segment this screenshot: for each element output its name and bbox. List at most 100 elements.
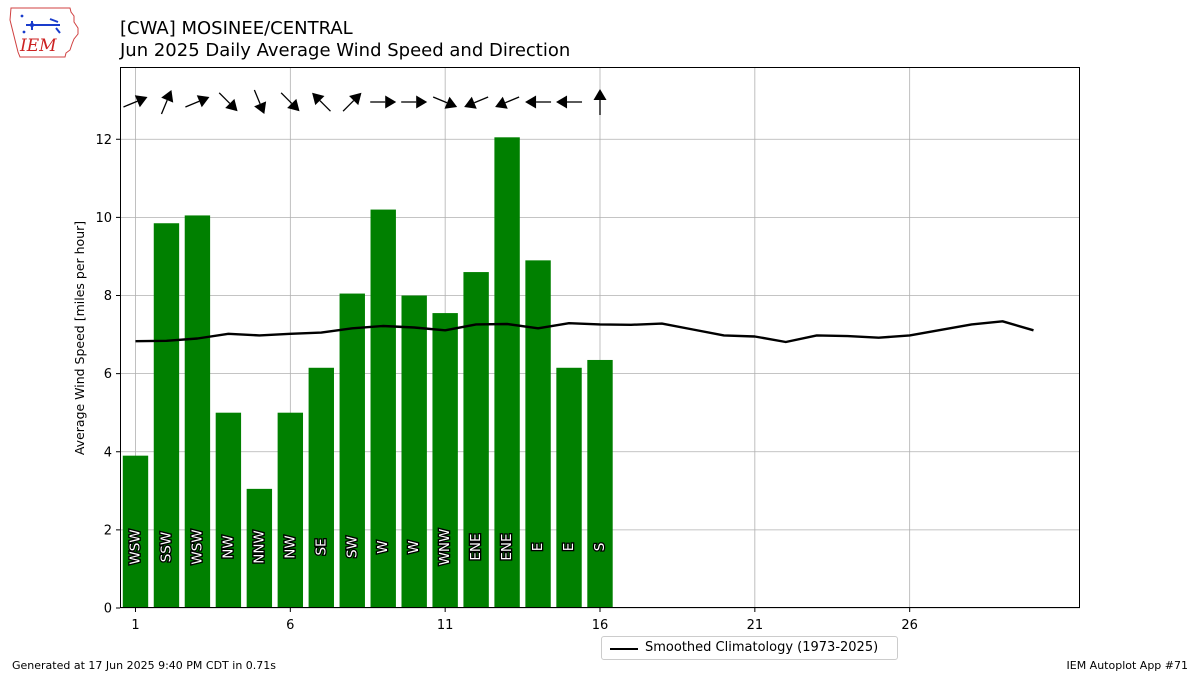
direction-arrow <box>218 92 238 112</box>
x-tick-label: 21 <box>747 618 764 633</box>
chart-title-line1: [CWA] MOSINEE/CENTRAL <box>120 18 353 39</box>
direction-arrow <box>370 95 397 109</box>
arrow-head <box>385 95 397 109</box>
direction-labels: WSW SSW WSW NW NNW NW SE SW W W WNW ENE ENE E E S <box>126 527 609 566</box>
speed-bar <box>308 367 334 608</box>
arrow-shaft <box>123 100 138 108</box>
arrow-shaft <box>432 96 448 104</box>
speed-bar <box>339 293 365 608</box>
y-tick-label: 12 <box>95 133 112 148</box>
x-tick-label: 11 <box>437 618 454 633</box>
direction-arrow <box>401 95 428 109</box>
direction-label: E <box>530 543 546 552</box>
direction-label: S <box>592 543 608 552</box>
arrow-head <box>525 95 537 109</box>
iem-logo: IEM <box>8 6 82 64</box>
arrow-head <box>444 96 458 109</box>
arrow-head <box>225 98 238 112</box>
direction-label: WSW <box>127 529 143 564</box>
direction-arrows <box>123 89 607 115</box>
y-tick-label: 4 <box>104 445 112 460</box>
speed-bar <box>370 209 396 608</box>
climatology-line <box>135 320 1034 344</box>
x-tick-label: 1 <box>131 618 139 633</box>
arrow-head <box>593 89 607 100</box>
y-tick-label: 0 <box>104 602 112 617</box>
y-tick-label: 2 <box>104 523 112 538</box>
direction-label: SSW <box>158 532 174 563</box>
direction-arrow <box>185 95 210 108</box>
arrow-head <box>134 95 148 108</box>
direction-arrow <box>495 96 520 109</box>
direction-arrow <box>312 92 331 112</box>
climatology-series <box>135 320 1034 344</box>
arrow-head <box>312 92 325 106</box>
arrow-shaft <box>319 100 331 112</box>
arrow-head <box>495 96 508 109</box>
x-tick-label: 26 <box>901 618 918 633</box>
speed-bar <box>525 260 551 608</box>
direction-arrow <box>253 89 267 115</box>
arrow-head <box>556 95 568 109</box>
arrow-shaft <box>185 100 200 108</box>
arrow-shaft <box>342 100 355 112</box>
direction-label: W <box>406 540 422 553</box>
direction-arrow <box>432 96 458 109</box>
iowa-state-outline-icon: IEM <box>9 7 79 58</box>
chart-title-line2: Jun 2025 Daily Average Wind Speed and Di… <box>120 40 571 61</box>
direction-label: NW <box>282 535 298 558</box>
arrow-head <box>161 89 174 103</box>
arrow-head <box>464 96 477 109</box>
arrow-shaft <box>474 96 489 104</box>
direction-label: SE <box>313 538 329 555</box>
speed-bars <box>122 137 613 608</box>
speed-bar <box>215 412 242 608</box>
direction-label: NNW <box>251 530 267 564</box>
direction-arrow <box>342 92 362 112</box>
arrow-shaft <box>505 96 520 104</box>
plot-frame <box>120 67 1080 608</box>
arrow-shaft <box>253 89 261 105</box>
x-tick-label: 6 <box>286 618 294 633</box>
speed-bar <box>587 359 613 608</box>
direction-arrow <box>525 95 552 109</box>
speed-bar <box>277 412 304 608</box>
direction-label: ENE <box>499 533 515 560</box>
direction-label: SW <box>344 536 360 558</box>
direction-arrow <box>160 89 174 115</box>
arrow-head <box>196 95 210 108</box>
speed-bar <box>463 272 489 608</box>
direction-label: E <box>561 543 577 552</box>
y-tick-label: 6 <box>104 367 112 382</box>
speed-bar <box>184 215 211 608</box>
speed-bar <box>246 488 273 608</box>
arrow-shaft <box>280 92 293 104</box>
speed-bar <box>153 223 180 608</box>
footer-generated: Generated at 17 Jun 2025 9:40 PM CDT in … <box>12 659 277 672</box>
speed-bar <box>494 137 520 608</box>
direction-label: WNW <box>437 529 453 566</box>
legend: Smoothed Climatology (1973-2025) <box>601 636 898 660</box>
logo-text: IEM <box>19 36 57 56</box>
legend-line-swatch <box>610 648 638 650</box>
legend-label: Smoothed Climatology (1973-2025) <box>645 640 879 655</box>
direction-arrow <box>123 95 148 108</box>
direction-label: ENE <box>468 533 484 560</box>
footer-app: IEM Autoplot App #71 <box>1066 659 1189 672</box>
y-axis-label: Average Wind Speed [miles per hour] <box>72 221 87 455</box>
arrow-shaft <box>160 99 168 115</box>
arrow-head <box>416 95 428 109</box>
speed-bar <box>401 295 427 608</box>
arrow-head <box>287 98 300 112</box>
direction-arrow <box>280 92 300 112</box>
direction-label: WSW <box>189 529 205 564</box>
y-tick-label: 10 <box>95 211 112 226</box>
arrow-head <box>349 92 362 106</box>
speed-bar <box>432 313 458 608</box>
direction-arrow <box>593 89 607 115</box>
direction-label: NW <box>220 535 236 558</box>
x-tick-label: 16 <box>592 618 609 633</box>
y-tick-label: 8 <box>104 289 112 304</box>
